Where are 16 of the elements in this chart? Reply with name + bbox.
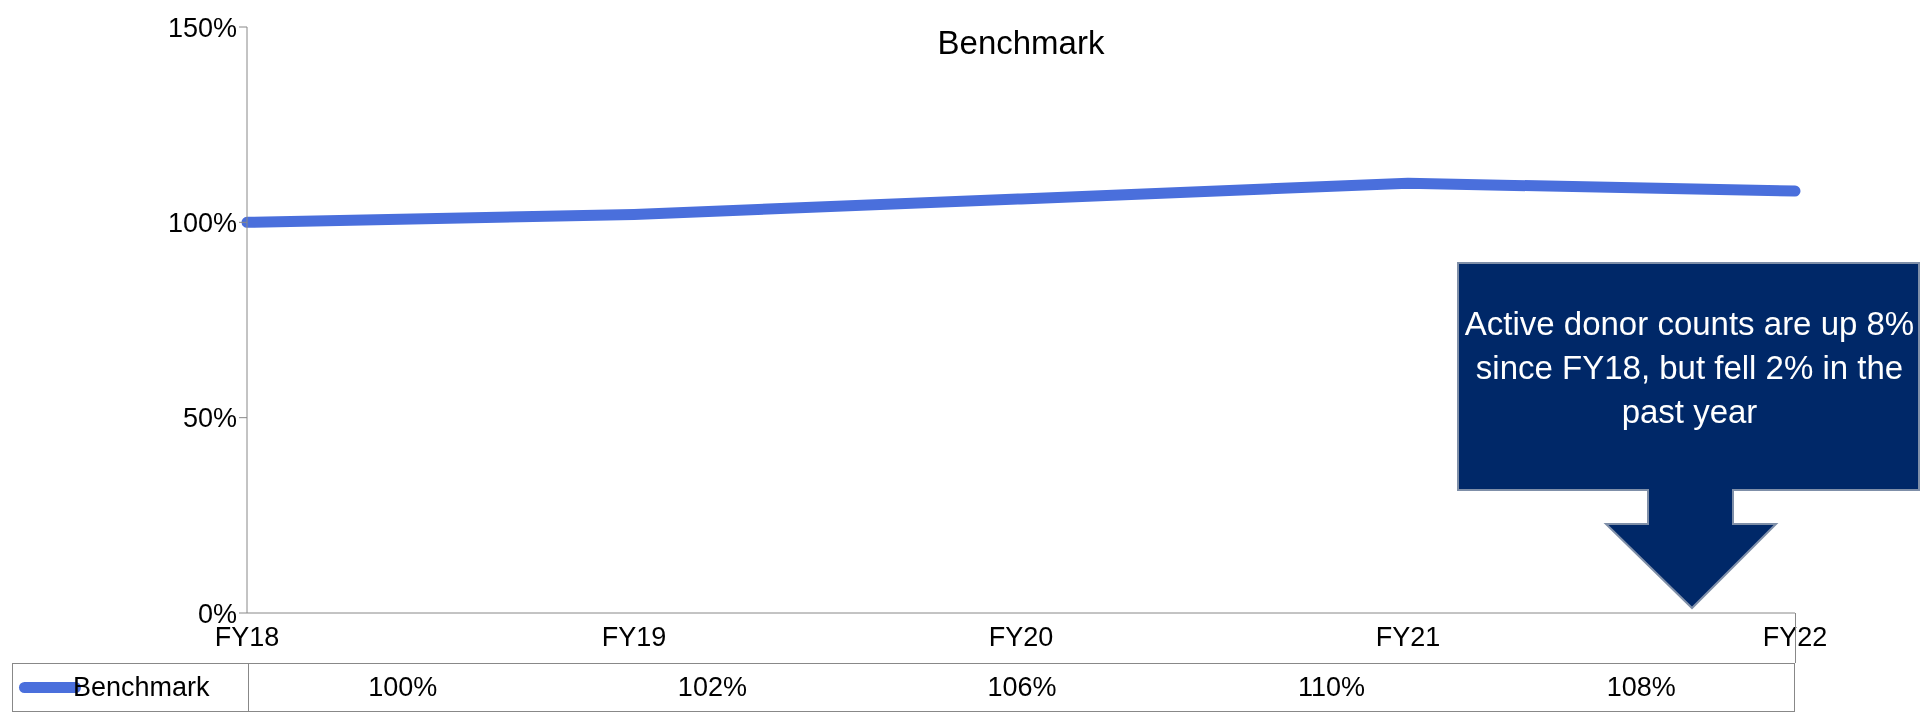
- data-label: 110%: [1297, 671, 1367, 704]
- y-tick-label: 150%: [167, 12, 237, 43]
- data-label: 108%: [1605, 671, 1677, 704]
- legend-label: Benchmark: [73, 672, 210, 703]
- data-label: 106%: [986, 671, 1058, 704]
- x-tick-label: FY22: [1762, 622, 1828, 653]
- y-tick-label: 50%: [182, 403, 237, 434]
- y-tick-label: 100%: [167, 207, 237, 238]
- annotation: Active donor counts are up 8% since FY18, but fell 2% in the past year: [1463, 304, 1916, 432]
- x-tick-label: FY21: [1375, 622, 1441, 653]
- x-tick-label: FY18: [214, 622, 280, 653]
- x-tick-label: FY19: [601, 622, 667, 653]
- data-label: 100%: [367, 671, 439, 704]
- chart-title: Benchmark: [936, 24, 1106, 62]
- x-tick-label: FY20: [988, 622, 1054, 653]
- data-label: 102%: [676, 671, 748, 704]
